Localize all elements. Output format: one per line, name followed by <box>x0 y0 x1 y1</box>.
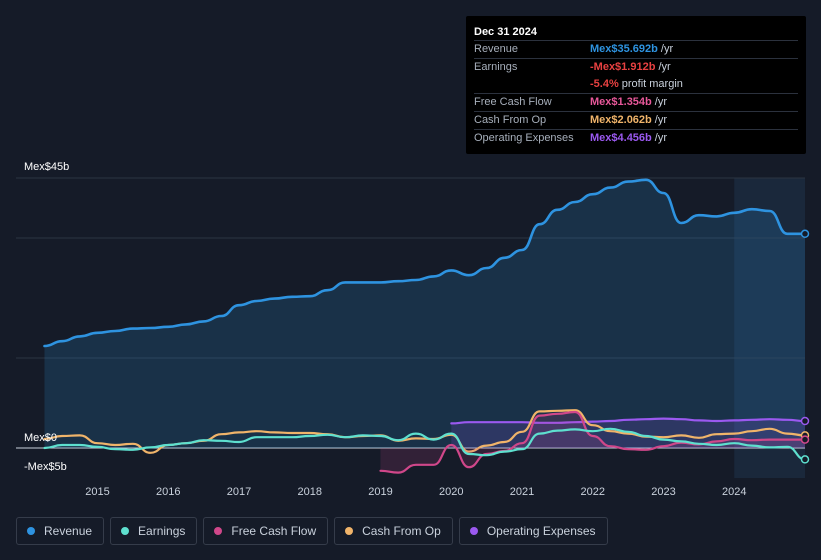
tooltip-unit: /yr <box>654 96 667 108</box>
tooltip-label: Cash From Op <box>474 114 547 126</box>
y-axis-label-bottom: -Mex$5b <box>24 461 67 473</box>
tooltip-value: -5.4% <box>590 78 619 90</box>
tooltip-label <box>474 76 590 93</box>
tooltip-label: Operating Expenses <box>474 132 574 144</box>
tooltip-label: Free Cash Flow <box>474 96 552 108</box>
legend-item-revenue[interactable]: Revenue <box>16 517 105 545</box>
tooltip-value: Mex$35.692b <box>590 43 658 55</box>
tooltip-row-operating-expenses: Operating Expenses Mex$4.456b /yr <box>474 130 798 147</box>
free-cash-flow-end-point <box>800 435 810 444</box>
x-tick-label: 2022 <box>581 486 605 498</box>
free-cash-flow-area <box>380 412 805 473</box>
tooltip-row-free-cash-flow: Free Cash Flow Mex$1.354b /yr <box>474 94 798 112</box>
tooltip-value: Mex$2.062b <box>590 114 652 126</box>
tooltip-row-revenue: Revenue Mex$35.692b /yr <box>474 41 798 59</box>
y-axis-label-zero: Mex$0 <box>24 432 57 444</box>
tooltip-unit: /yr <box>658 61 671 73</box>
tooltip-date: Dec 31 2024 <box>474 24 798 41</box>
tooltip-unit: profit margin <box>621 78 683 90</box>
revenue-line <box>43 178 807 348</box>
operating-expenses-end-point <box>800 416 810 426</box>
legend-item-earnings[interactable]: Earnings <box>110 517 198 545</box>
legend-label: Revenue <box>44 524 93 538</box>
revenue-end-point <box>800 229 810 239</box>
tooltip-value: Mex$4.456b <box>590 132 652 144</box>
legend-label: Cash From Op <box>362 524 441 538</box>
tooltip-unit: /yr <box>654 132 667 144</box>
legend-label: Earnings <box>138 524 186 538</box>
cash-from-op-dot-icon <box>345 527 354 535</box>
y-axis-label-top: Mex$45b <box>24 161 69 173</box>
tooltip-row-cash-from-op: Cash From Op Mex$2.062b /yr <box>474 112 798 130</box>
tooltip-value: -Mex$1.912b <box>590 61 656 73</box>
free-cash-flow-dot-icon <box>214 527 223 535</box>
legend-label: Operating Expenses <box>486 524 596 538</box>
x-tick-label: 2020 <box>439 486 463 498</box>
free-cash-flow-line <box>379 410 807 474</box>
x-tick-label: 2021 <box>510 486 534 498</box>
revenue-dot-icon <box>27 527 35 535</box>
operating-expenses-dot-icon <box>469 527 478 535</box>
x-tick-label: 2019 <box>368 486 392 498</box>
tooltip-label: Revenue <box>474 43 519 55</box>
x-tick-label: 2018 <box>298 486 322 498</box>
revenue-area <box>44 179 805 449</box>
x-tick-label: 2024 <box>722 486 746 498</box>
tooltip-value: Mex$1.354b <box>590 96 652 108</box>
earnings-dot-icon <box>121 527 130 535</box>
chart-area: Mex$45b Mex$0 -Mex$5b 2015 2016 2017 2018 2019 2… <box>16 161 810 498</box>
operating-expenses-line <box>450 417 807 425</box>
tooltip-label: Earnings <box>474 61 518 73</box>
x-tick-label: 2023 <box>651 486 675 498</box>
tooltip-row-earnings: Earnings -Mex$1.912b /yr <box>474 59 798 76</box>
legend-item-cash-from-op[interactable]: Cash From Op <box>334 517 453 545</box>
earnings-end-point <box>800 455 810 464</box>
legend-item-free-cash-flow[interactable]: Free Cash Flow <box>203 517 329 545</box>
x-tick-label: 2017 <box>227 486 251 498</box>
legend: Revenue Earnings Free Cash Flow Cash Fro… <box>16 517 608 545</box>
tooltip-panel: Dec 31 2024 Revenue Mex$35.692b /yr Earn… <box>466 16 806 154</box>
tooltip-unit: /yr <box>660 43 674 55</box>
legend-item-operating-expenses[interactable]: Operating Expenses <box>458 517 608 545</box>
legend-label: Free Cash Flow <box>231 524 317 538</box>
tooltip-row-profit-margin: -5.4% profit margin <box>474 76 798 94</box>
x-tick-label: 2016 <box>156 486 180 498</box>
x-tick-label: 2015 <box>85 486 109 498</box>
tooltip-unit: /yr <box>654 114 667 126</box>
earnings-line <box>43 427 807 461</box>
